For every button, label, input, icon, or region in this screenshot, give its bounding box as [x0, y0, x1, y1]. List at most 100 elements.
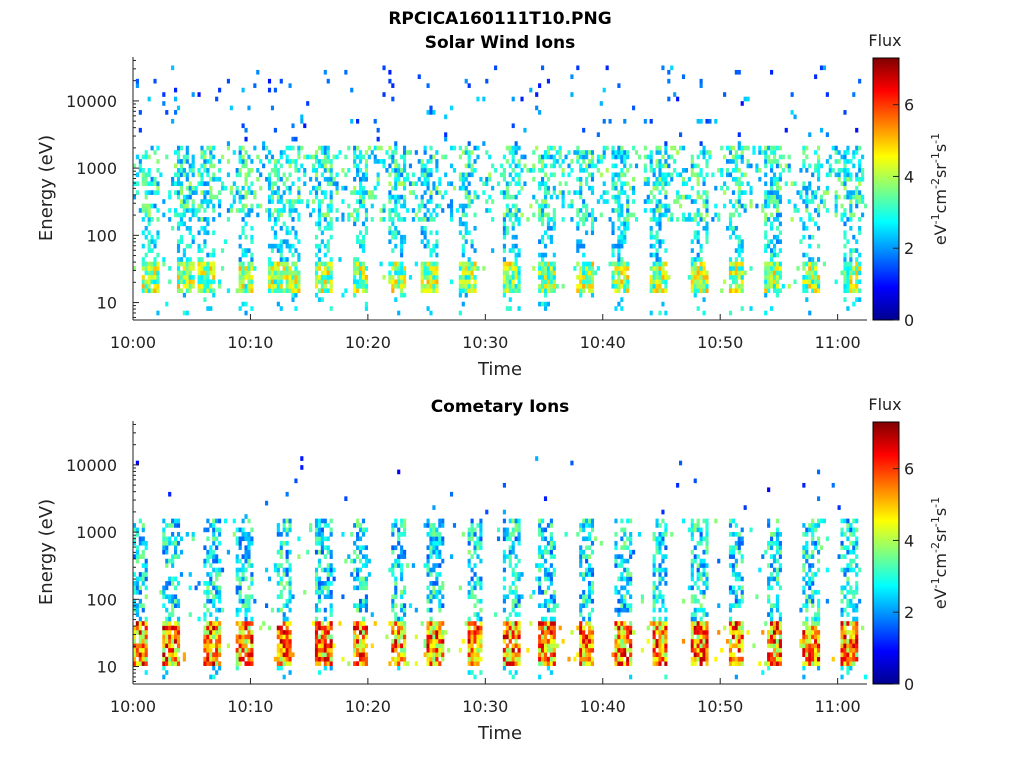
spectrogram-cell — [150, 261, 154, 267]
spectrogram-cell — [514, 670, 518, 675]
spectrogram-cell — [247, 639, 251, 644]
spectrogram-cell — [737, 283, 741, 289]
spectrogram-cell — [470, 576, 474, 582]
spectrogram-cell — [770, 212, 774, 218]
spectrogram-cell — [652, 532, 656, 537]
spectrogram-cell — [153, 283, 157, 289]
spectrogram-cell — [267, 283, 272, 289]
spectrogram-cell — [473, 661, 477, 666]
spectrogram-cell — [579, 607, 583, 613]
spectrogram-cell — [576, 261, 580, 267]
spectrogram-cell — [555, 603, 559, 608]
spectrogram-cell — [400, 630, 404, 635]
spectrogram-cell — [420, 230, 424, 236]
spectrogram-cell — [508, 145, 512, 151]
spectrogram-cell — [391, 630, 395, 635]
spectrogram-cell — [843, 261, 847, 267]
spectrogram-cell — [215, 661, 219, 666]
spectrogram-cell — [617, 639, 621, 644]
spectrogram-cell — [435, 563, 439, 568]
spectrogram-cell — [775, 234, 780, 240]
spectrogram-cell — [770, 181, 774, 187]
spectrogram-cell — [244, 127, 248, 133]
spectrogram-cell — [541, 261, 545, 267]
spectrogram-cell — [256, 203, 260, 209]
spectrogram-cell — [179, 536, 184, 542]
spectrogram-cell — [623, 288, 627, 294]
spectrogram-cell — [388, 154, 392, 160]
spectrogram-cell — [702, 266, 706, 271]
spectrogram-cell — [764, 248, 768, 253]
spectrogram-cell — [538, 283, 542, 289]
spectrogram-cell — [734, 163, 738, 169]
spectrogram-cell — [288, 199, 292, 204]
spectrogram-cell — [511, 607, 515, 613]
spectrogram-cell — [265, 145, 269, 151]
spectrogram-cell — [353, 208, 357, 213]
spectrogram-cell — [858, 168, 862, 173]
spectrogram-cell — [514, 181, 518, 187]
spectrogram-cell — [585, 270, 589, 276]
spectrogram-cell — [141, 643, 145, 649]
spectrogram-cell — [576, 288, 580, 294]
spectrogram-cell — [288, 634, 292, 640]
spectrogram-cell — [772, 194, 777, 200]
spectrogram-cell — [435, 549, 439, 555]
spectrogram-cell — [326, 585, 330, 591]
spectrogram-cell — [479, 523, 483, 528]
spectrogram-cell — [552, 288, 556, 294]
spectrogram-cell — [846, 159, 850, 164]
spectrogram-cell — [320, 621, 324, 626]
spectrogram-cell — [414, 212, 418, 218]
spectrogram-cell — [623, 598, 627, 604]
spectrogram-cell — [311, 154, 316, 160]
spectrogram-cell — [141, 208, 145, 213]
spectrogram-cell — [734, 288, 738, 294]
spectrogram-cell — [353, 643, 357, 649]
spectrogram-cell — [632, 176, 636, 182]
spectrogram-cell — [470, 643, 474, 649]
spectrogram-cell — [596, 199, 600, 204]
spectrogram-cell — [276, 168, 280, 173]
spectrogram-cell — [179, 190, 184, 195]
spectrogram-cell — [420, 275, 424, 280]
spectrogram-cell — [241, 208, 245, 213]
spectrogram-cell — [235, 612, 239, 617]
spectrogram-cell — [285, 288, 289, 294]
spectrogram-cell — [432, 181, 436, 187]
spectrogram-cell — [849, 190, 853, 195]
spectrogram-cell — [432, 185, 436, 191]
spectrogram-cell — [620, 212, 624, 218]
spectrogram-cell — [502, 292, 506, 298]
spectrogram-cell — [587, 159, 592, 164]
spectrogram-cell — [734, 176, 738, 182]
spectrogram-cell — [543, 567, 548, 573]
spectrogram-cell — [461, 639, 465, 644]
spectrogram-cell — [808, 185, 812, 191]
spectrogram-cell — [652, 212, 656, 218]
spectrogram-cell — [297, 252, 301, 258]
spectrogram-cell — [241, 163, 245, 169]
spectrogram-cell — [212, 527, 216, 533]
spectrogram-cell — [285, 549, 289, 555]
spectrogram-cell — [288, 163, 292, 169]
spectrogram-cell — [364, 545, 368, 551]
spectrogram-cell — [326, 248, 330, 253]
spectrogram-cell — [546, 625, 551, 631]
spectrogram-cell — [203, 217, 207, 222]
spectrogram-cell — [441, 540, 445, 546]
spectrogram-cell — [426, 270, 430, 276]
spectrogram-cell — [335, 181, 339, 187]
spectrogram-cell — [438, 572, 442, 577]
spectrogram-cell — [658, 621, 662, 626]
spectrogram-cell — [212, 625, 216, 631]
spectrogram-cell — [273, 127, 277, 133]
spectrogram-cell — [626, 288, 630, 294]
spectrogram-cell — [314, 292, 319, 298]
spectrogram-cell — [376, 127, 380, 133]
spectrogram-cell — [259, 625, 263, 631]
spectrogram-cell — [514, 212, 518, 218]
spectrogram-cell — [429, 523, 433, 528]
spectrogram-cell — [438, 625, 442, 631]
spectrogram-cell — [538, 652, 542, 658]
